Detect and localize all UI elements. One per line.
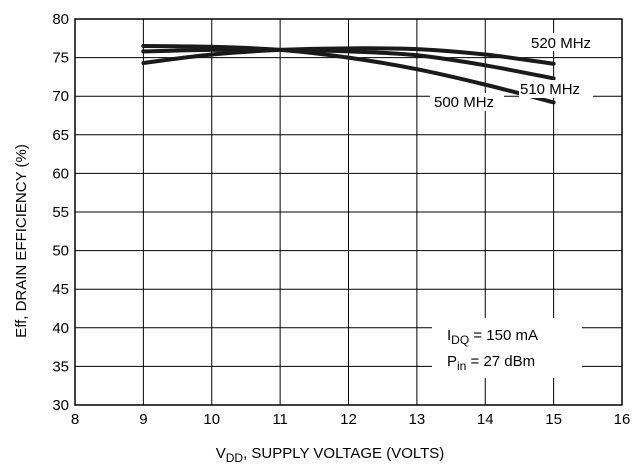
y-tick-label: 30 [52, 397, 69, 414]
annotation-background [432, 318, 582, 378]
grid [74, 18, 623, 406]
x-tick-label: 16 [614, 411, 631, 428]
y-tick-label: 45 [52, 281, 69, 298]
x-axis-title: VDD, SUPPLY VOLTAGE (VOLTS) [216, 445, 445, 465]
label-bg-500 [430, 93, 504, 111]
y-axis-title: Eff, DRAIN EFFICIENCY (%) [13, 144, 30, 338]
series-label-510: 510 MHz [520, 81, 580, 98]
plot-border [74, 18, 623, 406]
series-line-500-mhz [141, 44, 556, 105]
x-tick-label: 14 [477, 411, 494, 428]
y-tick-label: 80 [52, 11, 69, 28]
x-tick-label: 10 [203, 411, 220, 428]
series-label-520: 520 MHz [531, 35, 591, 52]
series-label-500: 500 MHz [434, 94, 494, 111]
label-bg-510 [519, 80, 593, 98]
annotation-idq: IDQ = 150 mA [447, 327, 538, 347]
series-lines [141, 44, 556, 105]
series-line-510-mhz [141, 47, 556, 81]
y-tick-label: 75 [52, 50, 69, 67]
y-tick-labels: 30 35 40 45 50 55 60 65 70 75 80 [52, 11, 69, 414]
x-tick-label: 8 [71, 411, 79, 428]
y-tick-label: 70 [52, 88, 69, 105]
series-line-520-mhz [141, 46, 556, 66]
label-bg-520 [528, 33, 588, 51]
y-tick-label: 65 [52, 127, 69, 144]
x-tick-label: 13 [409, 411, 426, 428]
y-tick-label: 60 [52, 165, 69, 182]
x-tick-label: 11 [272, 411, 288, 428]
y-tick-label: 55 [52, 204, 69, 221]
y-tick-label: 35 [52, 358, 69, 375]
x-tick-labels: 8 9 10 11 12 13 14 15 16 [71, 411, 631, 428]
y-tick-label: 40 [52, 320, 69, 337]
y-tick-label: 50 [52, 243, 69, 260]
annotation-pin: Pin = 27 dBm [447, 353, 535, 373]
x-tick-label: 9 [139, 411, 147, 428]
x-tick-label: 15 [545, 411, 562, 428]
plot-frame [74, 18, 623, 406]
x-tick-label: 12 [340, 411, 357, 428]
